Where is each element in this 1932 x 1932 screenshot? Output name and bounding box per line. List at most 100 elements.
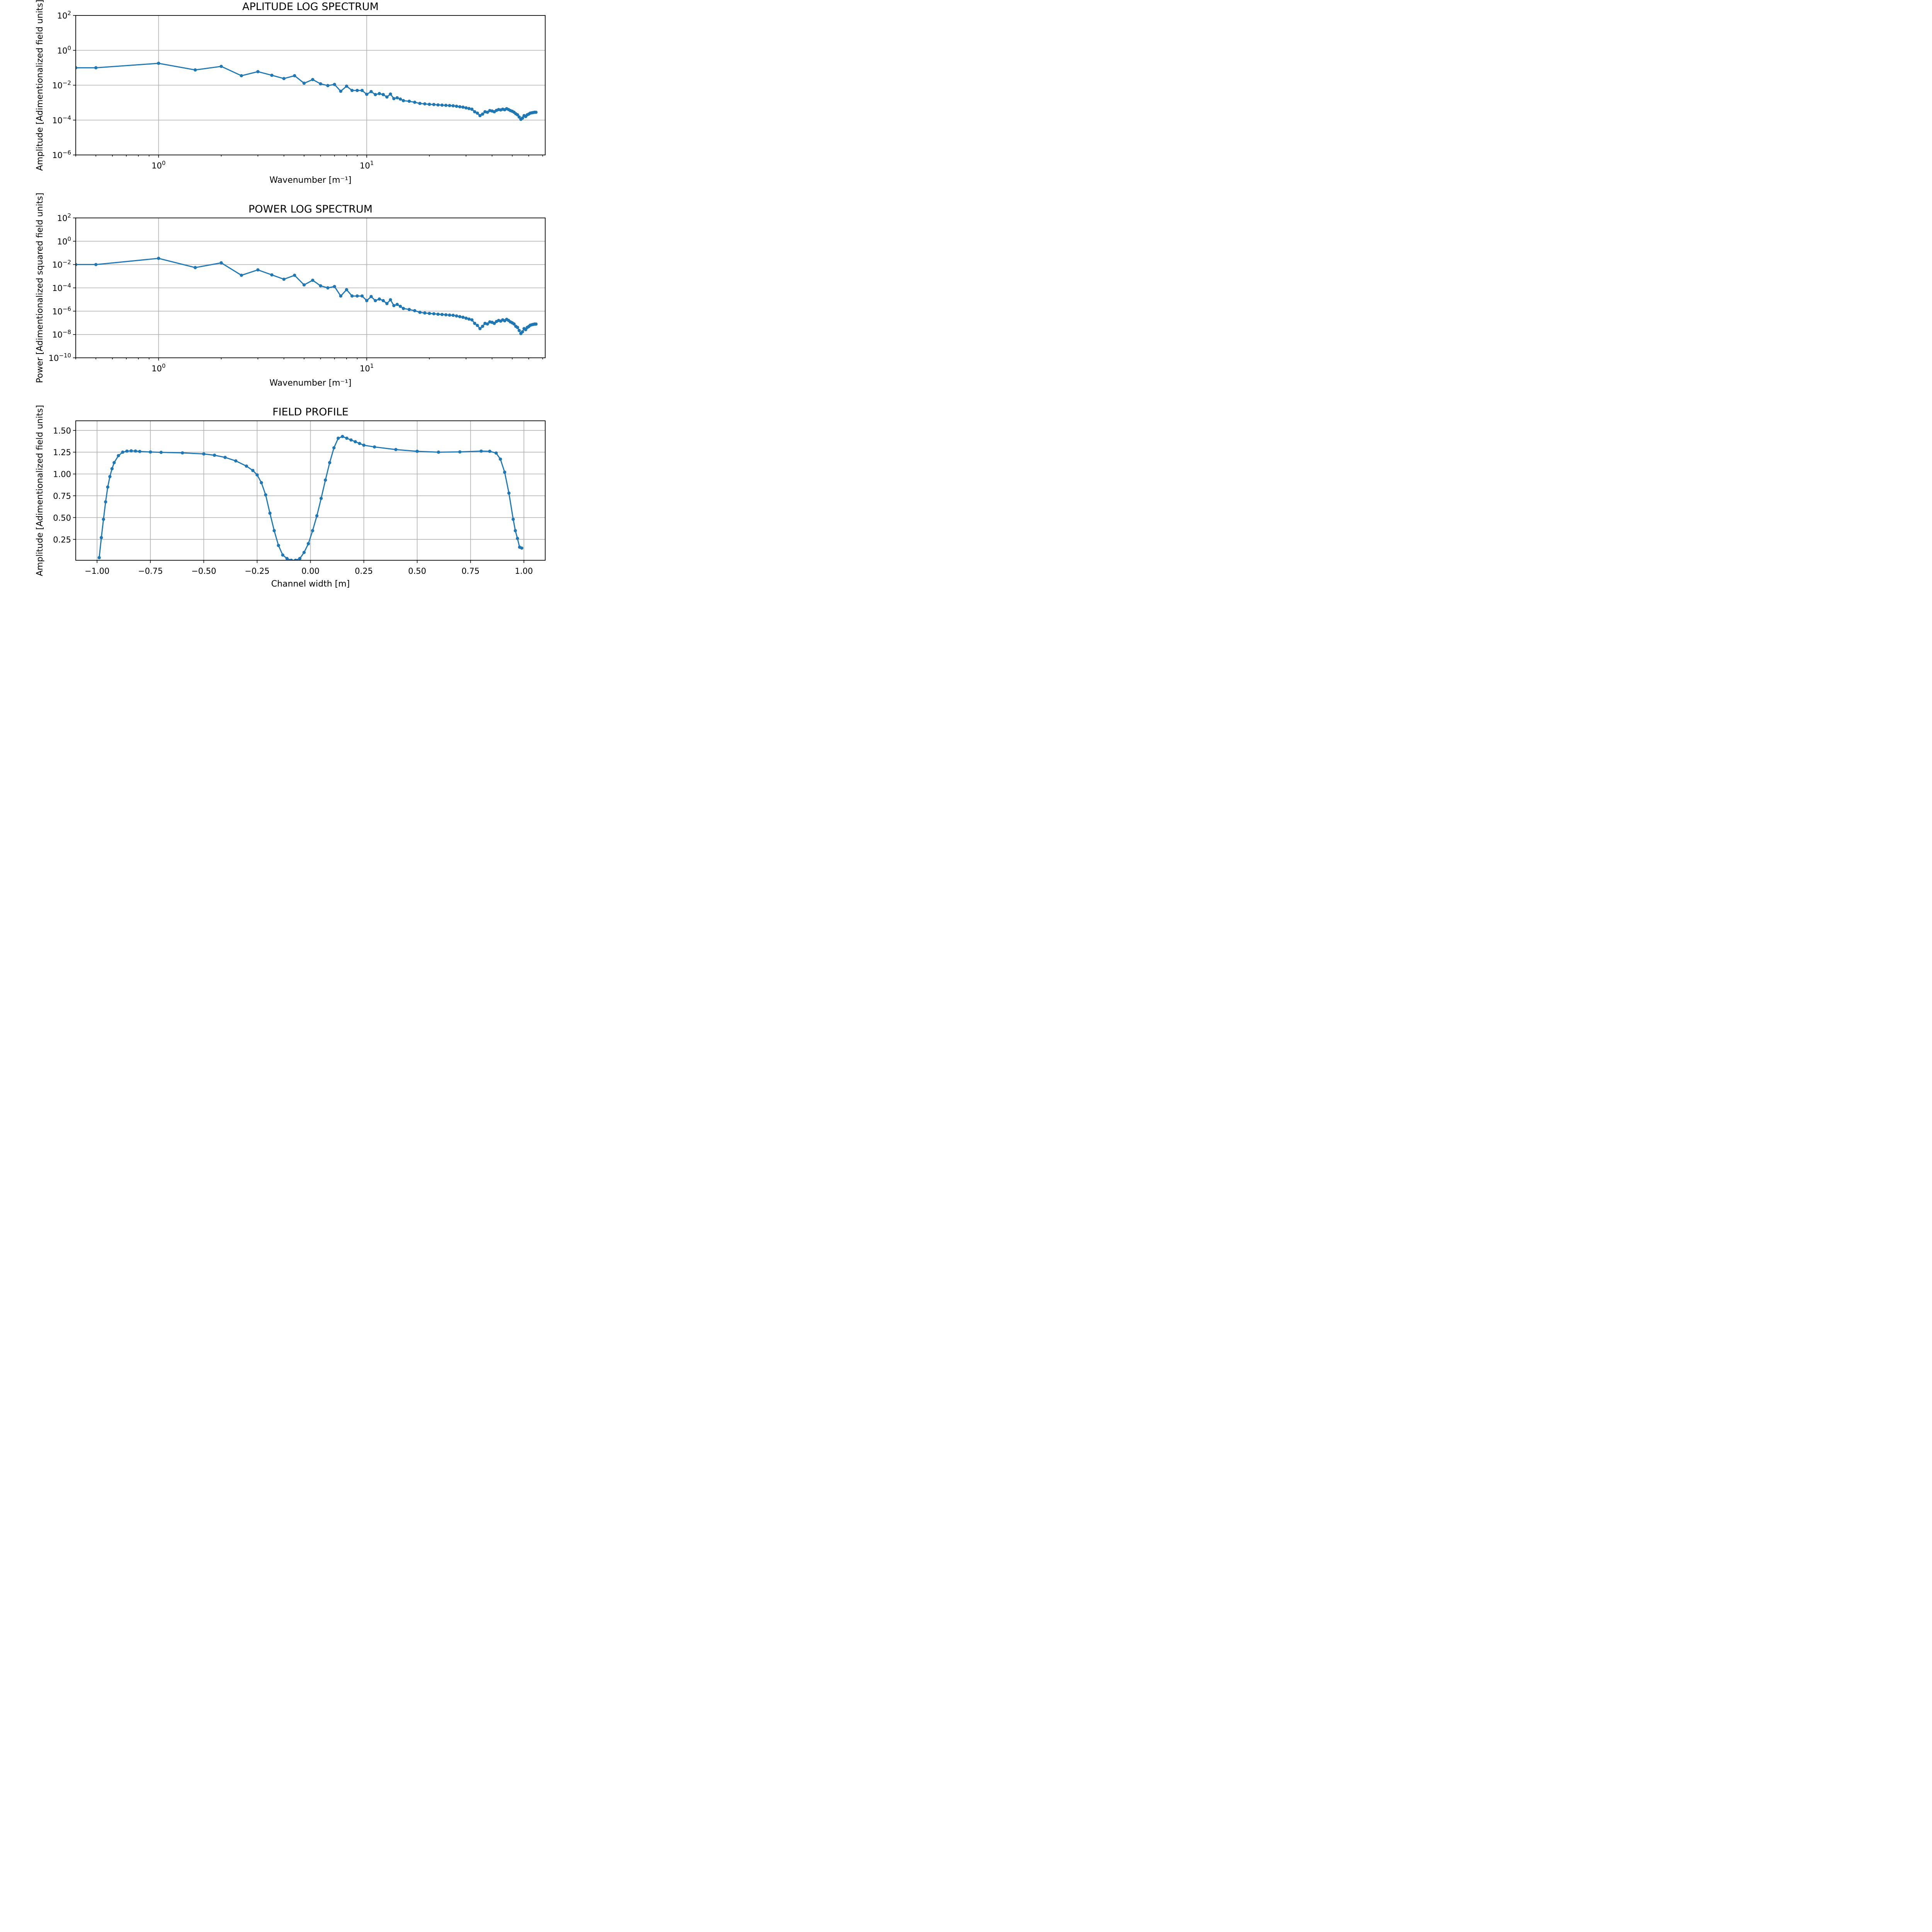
data-point xyxy=(260,481,263,485)
x-axis-label: Wavenumber [m⁻¹] xyxy=(269,378,351,388)
data-point xyxy=(149,450,152,454)
data-point xyxy=(534,322,538,326)
data-point xyxy=(362,443,366,447)
data-point xyxy=(350,294,354,298)
data-point xyxy=(521,330,524,333)
data-point xyxy=(481,112,485,116)
y-tick-label: 1.25 xyxy=(53,448,71,457)
data-point xyxy=(374,299,377,303)
data-point xyxy=(294,558,298,560)
data-point xyxy=(256,268,260,272)
y-tick-label-exponent: 0 xyxy=(67,44,71,51)
y-axis-label: Amplitude [Adimentionalized field units] xyxy=(35,0,45,171)
data-point xyxy=(493,321,496,325)
data-point xyxy=(534,111,538,114)
data-point xyxy=(478,114,482,117)
data-point xyxy=(486,322,489,326)
y-tick-label: 10−8 xyxy=(52,329,71,340)
y-tick-label-exponent: −6 xyxy=(63,305,71,312)
data-point xyxy=(365,299,369,303)
data-point xyxy=(440,103,444,107)
data-point xyxy=(138,450,141,453)
data-point xyxy=(298,557,302,560)
data-point xyxy=(121,451,124,454)
data-point xyxy=(494,451,498,455)
data-point xyxy=(240,274,243,277)
data-point xyxy=(76,263,78,266)
y-tick-label: 10−4 xyxy=(52,114,71,125)
data-point xyxy=(341,435,344,438)
data-point xyxy=(378,297,381,301)
x-tick-label: 0.00 xyxy=(301,566,320,576)
data-point xyxy=(392,304,396,308)
y-tick-label-exponent: −4 xyxy=(63,114,71,121)
data-point xyxy=(458,105,462,109)
data-point xyxy=(319,82,322,86)
y-tick-label: 102 xyxy=(57,212,71,223)
data-point xyxy=(389,92,392,96)
chart-title: POWER LOG SPECTRUM xyxy=(248,203,372,215)
x-tick-label: −1.00 xyxy=(85,566,109,576)
data-point xyxy=(458,450,462,454)
data-point xyxy=(319,497,323,500)
subplot-3: −1.00 −0.75 −0.50 −0.25 0.00 0.25 0.50 0.75 1.00… xyxy=(35,405,546,589)
data-point xyxy=(157,257,160,260)
data-point xyxy=(365,92,369,96)
data-point xyxy=(339,89,343,93)
data-point xyxy=(423,102,427,106)
data-point xyxy=(337,436,340,440)
y-tick-label-base: 10 xyxy=(52,284,63,293)
data-point xyxy=(440,313,444,316)
y-tick-label-exponent: −4 xyxy=(63,282,71,289)
y-tick-label: 102 xyxy=(57,10,71,20)
data-point xyxy=(401,307,405,310)
data-point xyxy=(432,312,435,316)
data-point xyxy=(394,448,398,451)
data-point xyxy=(194,68,197,72)
y-tick-label: 1.50 xyxy=(53,426,71,435)
x-axis-label: Wavenumber [m⁻¹] xyxy=(269,175,351,185)
data-point xyxy=(481,325,485,328)
data-point xyxy=(451,104,455,107)
data-point xyxy=(451,313,455,317)
data-point xyxy=(498,457,502,461)
data-point xyxy=(360,88,364,92)
data-point xyxy=(458,315,462,318)
x-tick-label: 0.25 xyxy=(355,566,373,576)
data-point xyxy=(407,99,411,103)
y-tick-label-base: 10 xyxy=(49,354,59,363)
y-tick-label: 0.75 xyxy=(53,492,71,501)
data-point xyxy=(94,66,98,70)
data-point xyxy=(423,311,427,315)
data-point xyxy=(413,100,417,104)
data-point xyxy=(270,73,274,77)
data-point xyxy=(372,445,376,449)
series-1 xyxy=(97,435,524,560)
data-point xyxy=(464,106,468,110)
data-point xyxy=(415,449,419,453)
y-tick-label: 10−6 xyxy=(52,305,71,316)
y-tick-label: 1.00 xyxy=(53,470,71,479)
data-point xyxy=(444,313,448,316)
y-tick-label-base: 10 xyxy=(57,237,68,246)
data-point xyxy=(392,97,396,100)
data-point xyxy=(467,317,471,321)
data-point xyxy=(428,102,431,106)
y-tick-label: 100 xyxy=(57,235,71,246)
data-point xyxy=(369,90,373,94)
data-point xyxy=(436,312,440,316)
y-tick-label-exponent: −2 xyxy=(63,259,71,266)
data-point xyxy=(378,92,381,95)
y-tick-label: 100 xyxy=(57,44,71,55)
chart-title: APLITUDE LOG SPECTRUM xyxy=(242,1,379,13)
data-point xyxy=(389,298,392,302)
x-tick-label: 1.00 xyxy=(515,566,533,576)
series-line xyxy=(76,63,536,121)
data-point xyxy=(277,544,280,547)
data-point xyxy=(413,309,417,313)
data-point xyxy=(436,103,440,107)
data-point xyxy=(311,529,315,532)
data-point xyxy=(418,311,422,314)
